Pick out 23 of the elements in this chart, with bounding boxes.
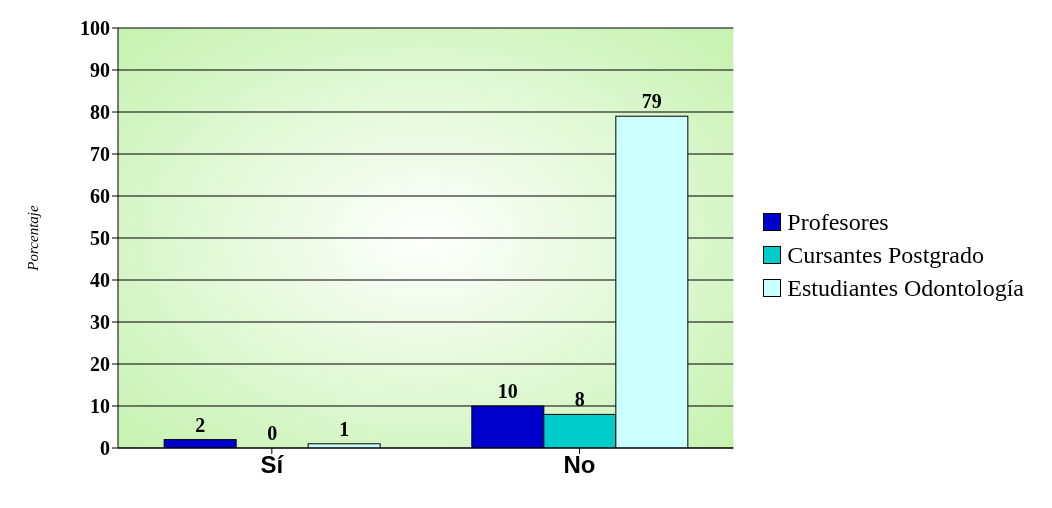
x-tick-label: No — [563, 451, 596, 479]
y-tick-label: 60 — [90, 185, 110, 208]
legend-label: Estudiantes Odontología — [787, 274, 1024, 302]
y-tick-label: 100 — [80, 17, 110, 40]
legend-label: Profesores — [787, 208, 889, 236]
data-label: 8 — [574, 388, 585, 411]
data-label: 0 — [267, 422, 278, 444]
y-tick-label: 30 — [90, 311, 110, 334]
y-tick-label: 50 — [90, 227, 110, 250]
y-tick-label: 80 — [90, 101, 110, 124]
data-label: 2 — [195, 413, 206, 436]
y-tick-label: 90 — [90, 59, 110, 82]
y-tick-label: 70 — [90, 143, 110, 166]
data-label: 1 — [339, 417, 350, 440]
y-tick-label: 10 — [90, 395, 110, 418]
data-label: 10 — [497, 380, 518, 402]
y-tick-label: 0 — [100, 437, 110, 460]
x-tick-label: Sí — [260, 451, 285, 479]
y-axis-title: Porcentaje — [25, 205, 42, 272]
y-tick-label: 20 — [90, 353, 110, 376]
data-label: 79 — [641, 90, 662, 113]
legend-label: Cursantes Postgrado — [787, 241, 985, 269]
y-tick-label: 40 — [90, 269, 110, 292]
